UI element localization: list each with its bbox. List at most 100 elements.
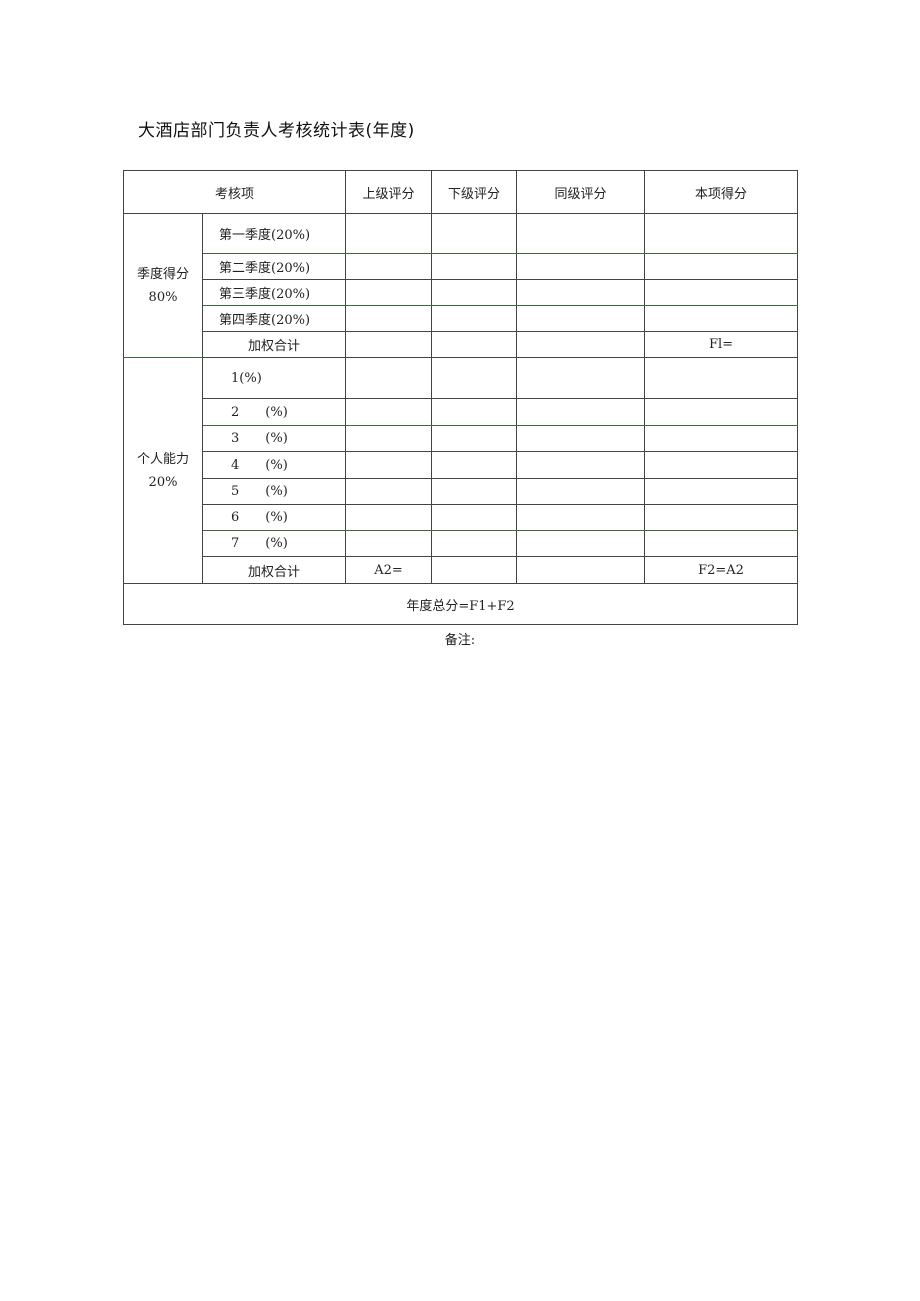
row-number: 2 xyxy=(231,404,240,420)
total-superior[interactable]: A2= xyxy=(345,556,432,584)
cell[interactable] xyxy=(345,425,432,452)
quarterly-group-label: 季度得分 80% xyxy=(123,213,203,358)
page-title: 大酒店部门负责人考核统计表(年度) xyxy=(138,121,415,141)
cell[interactable] xyxy=(644,451,798,479)
total-score[interactable]: Fl= xyxy=(644,331,798,358)
cell[interactable] xyxy=(345,279,432,306)
annual-total: 年度总分=F1+F2 xyxy=(123,583,798,625)
cell[interactable] xyxy=(516,253,645,280)
cell[interactable] xyxy=(644,425,798,452)
table-row: 季度得分 80% 第一季度(20%) xyxy=(123,213,798,358)
row-label: 4 (%) xyxy=(202,451,346,479)
cell[interactable] xyxy=(644,305,798,332)
cell[interactable] xyxy=(431,253,517,280)
row-percent: (%) xyxy=(265,457,288,473)
row-number: 4 xyxy=(231,457,240,473)
row-label: 2 (%) xyxy=(202,398,346,426)
row-percent: (%) xyxy=(265,510,288,525)
cell[interactable] xyxy=(516,279,645,306)
cell[interactable] xyxy=(431,213,517,254)
header-subordinate: 下级评分 xyxy=(431,170,517,214)
cell[interactable] xyxy=(431,279,517,306)
header-score: 本项得分 xyxy=(644,170,798,214)
cell[interactable] xyxy=(644,398,798,426)
cell[interactable] xyxy=(431,398,517,426)
cell[interactable] xyxy=(644,478,798,505)
row-label: 7 (%) xyxy=(202,530,346,557)
cell[interactable] xyxy=(644,530,798,557)
ability-group-label: 个人能力 20% xyxy=(123,357,203,584)
cell[interactable] xyxy=(345,530,432,557)
row-label: 5 (%) xyxy=(202,478,346,505)
cell[interactable] xyxy=(431,425,517,452)
total-label: 加权合计 xyxy=(202,556,346,584)
cell[interactable] xyxy=(516,556,645,584)
table-row: 第四季度(20%) xyxy=(124,305,798,332)
cell[interactable] xyxy=(431,530,517,557)
row-number: 3 xyxy=(231,431,240,446)
header-peer: 同级评分 xyxy=(516,170,645,214)
cell[interactable] xyxy=(644,213,798,254)
row-label: 第一季度(20%) xyxy=(202,213,346,254)
table-row: 第二季度(20%) xyxy=(124,253,798,280)
row-percent: (%) xyxy=(265,536,288,551)
assessment-table: 考核项 上级评分 下级评分 同级评分 本项得分 季度得分 80% 第一季度(20… xyxy=(123,170,798,625)
cell[interactable] xyxy=(431,451,517,479)
header-item: 考核项 xyxy=(123,170,346,214)
cell[interactable] xyxy=(345,331,432,358)
row-label: 第四季度(20%) xyxy=(202,305,346,332)
quarterly-total-row: 加权合计 Fl= xyxy=(124,331,798,358)
row-percent: (%) xyxy=(265,431,288,446)
cell[interactable] xyxy=(431,305,517,332)
annual-total-row: 年度总分=F1+F2 xyxy=(123,583,798,625)
cell[interactable] xyxy=(431,478,517,505)
total-score[interactable]: F2=A2 xyxy=(644,556,798,584)
cell[interactable] xyxy=(345,253,432,280)
cell[interactable] xyxy=(644,357,798,399)
cell[interactable] xyxy=(516,398,645,426)
table-row: 2 (%) xyxy=(124,398,798,426)
cell[interactable] xyxy=(644,279,798,306)
cell[interactable] xyxy=(516,504,645,531)
cell[interactable] xyxy=(516,213,645,254)
cell[interactable] xyxy=(516,478,645,505)
cell[interactable] xyxy=(431,331,517,358)
row-label: 第三季度(20%) xyxy=(202,279,346,306)
row-number: 7 xyxy=(231,536,240,551)
cell[interactable] xyxy=(345,398,432,426)
cell[interactable] xyxy=(345,504,432,531)
row-label: 1(%) xyxy=(202,357,346,399)
total-label: 加权合计 xyxy=(202,331,346,358)
cell[interactable] xyxy=(431,504,517,531)
note-label: 备注: xyxy=(444,633,476,648)
cell[interactable] xyxy=(516,331,645,358)
header-row: 考核项 上级评分 下级评分 同级评分 本项得分 xyxy=(123,170,798,214)
cell[interactable] xyxy=(516,451,645,479)
table-row: 7 (%) xyxy=(124,530,798,557)
cell[interactable] xyxy=(431,556,517,584)
cell[interactable] xyxy=(644,504,798,531)
cell[interactable] xyxy=(345,305,432,332)
table-row: 6 (%) xyxy=(124,504,798,531)
cell[interactable] xyxy=(345,478,432,505)
cell[interactable] xyxy=(644,253,798,280)
ability-total-row: 加权合计 A2= F2=A2 xyxy=(124,556,798,584)
row-number: 6 xyxy=(231,510,240,525)
table-row: 3 (%) xyxy=(124,425,798,452)
cell[interactable] xyxy=(516,530,645,557)
cell[interactable] xyxy=(345,213,432,254)
cell[interactable] xyxy=(516,305,645,332)
row-label: 第二季度(20%) xyxy=(202,253,346,280)
header-superior: 上级评分 xyxy=(345,170,432,214)
table-row: 个人能力 20% 1(%) xyxy=(123,357,798,584)
cell[interactable] xyxy=(516,425,645,452)
row-label: 3 (%) xyxy=(202,425,346,452)
cell[interactable] xyxy=(516,357,645,399)
table-row: 4 (%) xyxy=(124,451,798,479)
cell[interactable] xyxy=(345,357,432,399)
cell[interactable] xyxy=(431,357,517,399)
table-row: 5 (%) xyxy=(124,478,798,505)
row-percent: (%) xyxy=(265,484,288,499)
row-number: 5 xyxy=(231,484,240,499)
cell[interactable] xyxy=(345,451,432,479)
